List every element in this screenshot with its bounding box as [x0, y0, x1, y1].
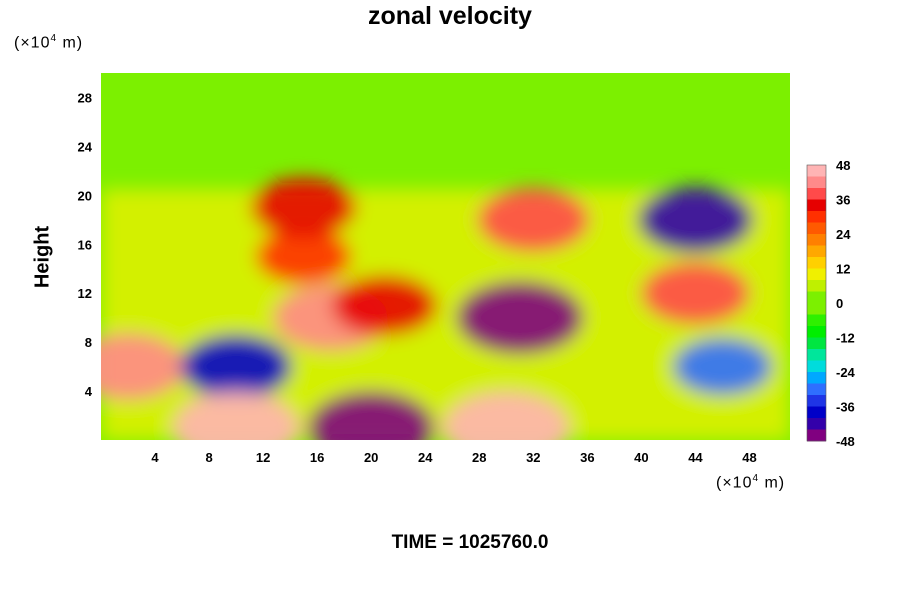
colorbar-tick-label: 24 — [836, 227, 851, 242]
colorbar-segment — [807, 383, 826, 396]
colorbar-tick-label: -36 — [836, 400, 855, 415]
colorbar-segment — [807, 406, 826, 419]
colorbar-tick-label: -24 — [836, 365, 856, 380]
x-tick-label: 48 — [742, 450, 756, 465]
heatmap-feature — [101, 333, 186, 400]
heatmap-features — [101, 177, 790, 440]
x-tick-label: 28 — [472, 450, 486, 465]
y-axis-ticks: 4 8 12 16 20 24 28 — [78, 90, 93, 399]
x-tick-label: 16 — [310, 450, 324, 465]
x-axis-ticks: 4 8 12 16 20 24 28 32 36 40 44 48 — [151, 450, 756, 465]
y-tick-label: 16 — [78, 237, 92, 252]
x-tick-label: 44 — [688, 450, 703, 465]
heatmap-feature — [638, 186, 753, 253]
x-unit-exponent: 4 — [752, 473, 760, 484]
y-tick-label: 12 — [78, 286, 92, 301]
heatmap-feature — [307, 391, 435, 440]
x-unit-label: (×104 m) — [716, 473, 785, 492]
heatmap-feature — [255, 228, 352, 285]
y-unit-label: (×104 m) — [14, 33, 83, 52]
y-unit-prefix: (×10 — [14, 34, 51, 52]
colorbar-tick-label: -48 — [836, 434, 855, 449]
colorbar-segment — [807, 395, 826, 407]
y-unit-exponent: 4 — [50, 33, 58, 44]
colorbar-segment — [807, 337, 826, 350]
colorbar-segment — [807, 268, 826, 281]
colorbar-segment — [807, 199, 826, 212]
colorbar-ticks: 48 36 24 12 0 -12 -24 -36 -48 — [836, 158, 856, 449]
heatmap-feature — [251, 177, 357, 238]
colorbar-tick-label: 36 — [836, 193, 850, 208]
x-unit-suffix: m) — [759, 474, 786, 492]
colorbar-segment — [807, 303, 826, 315]
heatmap-feature — [673, 338, 772, 396]
colorbar-segment — [807, 372, 826, 384]
y-tick-label: 28 — [78, 90, 92, 105]
colorbar-segment — [807, 326, 826, 338]
y-tick-label: 20 — [78, 188, 92, 203]
x-tick-label: 12 — [256, 450, 270, 465]
colorbar-segment — [807, 257, 826, 269]
colorbar-segment — [807, 234, 826, 246]
heatmap-feature — [332, 275, 438, 336]
x-tick-label: 20 — [364, 450, 378, 465]
x-tick-label: 24 — [418, 450, 433, 465]
colorbar-segment — [807, 349, 826, 361]
colorbar-segment — [807, 188, 826, 200]
heatmap-feature — [180, 334, 292, 399]
y-tick-label: 4 — [85, 384, 93, 399]
time-label: TIME = 1025760.0 — [391, 532, 549, 553]
colorbar-tick-label: 0 — [836, 296, 843, 311]
colorbar-tick-label: 12 — [836, 262, 850, 277]
x-tick-label: 8 — [205, 450, 212, 465]
colorbar-segment — [807, 314, 826, 327]
colorbar-segment — [807, 176, 826, 189]
colorbar-frame — [806, 164, 827, 442]
heatmap-feature — [172, 391, 300, 440]
heatmap-feature — [456, 281, 584, 355]
heatmap-feature — [477, 187, 589, 252]
y-unit-suffix: m) — [57, 34, 84, 52]
colorbar-segment — [807, 291, 826, 304]
colorbar-segment — [807, 165, 826, 177]
y-tick-label: 24 — [78, 139, 93, 154]
x-unit-prefix: (×10 — [716, 474, 753, 492]
colorbar-segment — [807, 245, 826, 258]
x-tick-label: 36 — [580, 450, 594, 465]
colorbar-segment — [807, 211, 826, 223]
heatmap-plot-area — [101, 73, 790, 440]
heatmap-feature — [641, 262, 750, 325]
x-tick-label: 4 — [151, 450, 159, 465]
chart-title: zonal velocity — [368, 2, 532, 30]
colorbar-segment — [807, 418, 826, 430]
x-tick-label: 40 — [634, 450, 648, 465]
x-tick-label: 32 — [526, 450, 540, 465]
colorbar-tick-label: 48 — [836, 158, 850, 173]
colorbar-segment — [807, 222, 826, 235]
heatmap-feature — [442, 391, 570, 440]
colorbar-tick-label: -12 — [836, 331, 855, 346]
y-tick-label: 8 — [85, 335, 92, 350]
colorbar-segment — [807, 429, 826, 442]
colorbar — [806, 164, 827, 442]
colorbar-segment — [807, 360, 826, 373]
colorbar-segment — [807, 280, 826, 292]
